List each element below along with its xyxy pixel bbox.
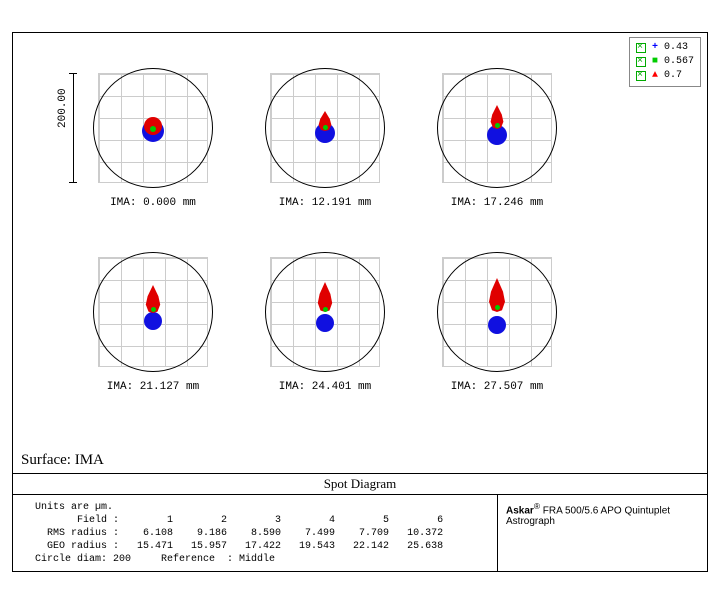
spot-green xyxy=(151,307,156,312)
spot-cell: IMA: 0.000 mm xyxy=(73,63,233,223)
spot-green xyxy=(323,307,328,312)
spot-cell: IMA: 21.127 mm xyxy=(73,247,233,407)
spot-label: IMA: 0.000 mm xyxy=(73,197,233,209)
spot-blue xyxy=(316,314,334,332)
product-label: Askar® FRA 500/5.6 APO Quintuplet Astrog… xyxy=(497,495,707,572)
spot-label: IMA: 27.507 mm xyxy=(417,381,577,393)
airy-circle xyxy=(437,252,557,372)
spot-label: IMA: 24.401 mm xyxy=(245,381,405,393)
footer-table: Units are µm. Field : 1 2 3 4 5 6 RMS ra… xyxy=(13,495,497,572)
spot-green xyxy=(495,123,500,128)
spot-blue xyxy=(488,316,506,334)
spot-label: IMA: 12.191 mm xyxy=(245,197,405,209)
footer-title: Spot Diagram xyxy=(13,474,707,495)
airy-circle xyxy=(265,252,385,372)
spot-cell: IMA: 24.401 mm xyxy=(245,247,405,407)
spot-label: IMA: 21.127 mm xyxy=(73,381,233,393)
spot-label: IMA: 17.246 mm xyxy=(417,197,577,209)
footer: Spot Diagram Units are µm. Field : 1 2 3… xyxy=(13,473,707,571)
spot-cell: IMA: 27.507 mm xyxy=(417,247,577,407)
spot-cell: IMA: 12.191 mm xyxy=(245,63,405,223)
surface-label: Surface: IMA xyxy=(21,452,104,469)
product-brand: Askar xyxy=(506,505,534,516)
plot-area: 200.00 IMA: 0.000 mm IMA: 12.191 mm IMA: 1… xyxy=(13,33,707,451)
spot-green xyxy=(323,125,328,130)
spot-blue xyxy=(144,312,162,330)
spot-green xyxy=(495,305,500,310)
diagram-frame: +0.43■0.567▲0.7 200.00 IMA: 0.000 mmIMA:… xyxy=(12,32,708,572)
scale-label: 200.00 xyxy=(57,88,69,128)
spot-green xyxy=(150,126,156,132)
spot-cell: IMA: 17.246 mm xyxy=(417,63,577,223)
spot-grid: IMA: 0.000 mm IMA: 12.191 mm IMA: 17.246 m… xyxy=(73,63,577,407)
